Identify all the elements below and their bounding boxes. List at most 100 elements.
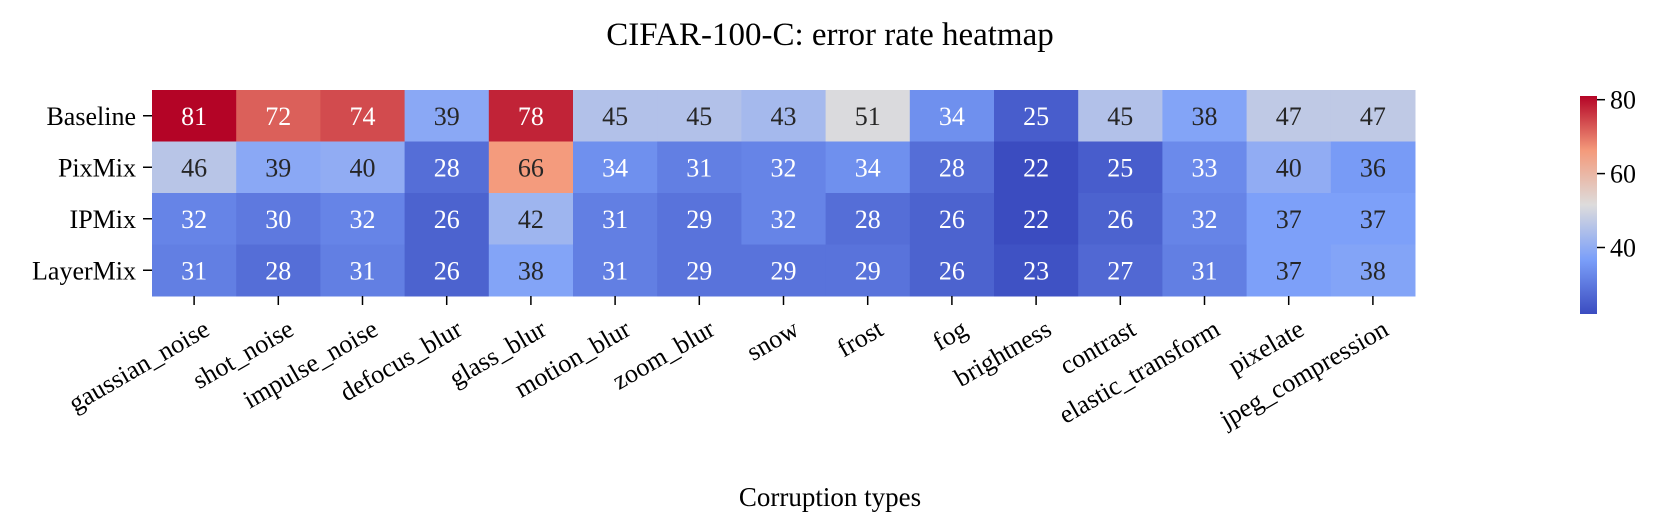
- cell-value-label: 72: [265, 102, 291, 131]
- cell-value-label: 25: [1023, 102, 1049, 131]
- cell-value-label: 31: [602, 256, 628, 285]
- cell-value-label: 28: [434, 153, 460, 182]
- cell-value-label: 31: [181, 256, 207, 285]
- heatmap-cell: [573, 141, 658, 194]
- colorbar-ticks: 40 60 80: [1597, 86, 1636, 262]
- cell-value-label: 31: [686, 153, 712, 182]
- heatmap-cell: [1246, 90, 1332, 142]
- x-tick-label: snow: [742, 314, 804, 367]
- heatmap-cell: [1078, 193, 1163, 245]
- heatmap-cell: [1078, 244, 1163, 297]
- cell-value-label: 34: [855, 153, 881, 182]
- cell-value-label: 66: [518, 153, 544, 182]
- heatmap-cell: [152, 90, 237, 142]
- x-tick-label: brightness: [949, 314, 1056, 393]
- cell-value-label: 30: [265, 205, 291, 234]
- cell-value-label: 32: [350, 205, 376, 234]
- cell-value-label: 31: [350, 256, 376, 285]
- cell-value-label: 32: [771, 153, 797, 182]
- heatmap-cell: [488, 90, 574, 142]
- cell-value-label: 29: [771, 256, 797, 285]
- heatmap-cell: [236, 90, 321, 142]
- heatmap-cell: [657, 90, 742, 142]
- heatmap-cell: [994, 90, 1079, 142]
- heatmap-cell: [320, 244, 406, 297]
- cell-value-label: 36: [1360, 153, 1386, 182]
- cell-value-label: 22: [1023, 205, 1049, 234]
- cell-value-label: 26: [434, 256, 460, 285]
- cell-value-label: 34: [939, 102, 965, 131]
- x-tick-label: fog: [928, 314, 973, 356]
- cell-value-label: 29: [855, 256, 881, 285]
- cell-value-label: 38: [1192, 102, 1218, 131]
- heatmap-cell: [236, 141, 321, 194]
- heatmap-cell: [1246, 193, 1332, 245]
- heatmap-cell: [320, 193, 406, 245]
- cell-value-label: 45: [686, 102, 712, 131]
- cell-value-label: 40: [1276, 153, 1302, 182]
- heatmap-cell: [236, 193, 321, 245]
- heatmap-cell: [152, 141, 237, 194]
- cell-value-label: 31: [602, 205, 628, 234]
- heatmap-cell: [741, 193, 827, 245]
- cell-value-label: 31: [1192, 256, 1218, 285]
- heatmap-cell: [1162, 141, 1248, 194]
- cell-value-label: 25: [1107, 153, 1133, 182]
- heatmap-cell: [1330, 141, 1416, 194]
- heatmap-cell: [1330, 193, 1416, 245]
- heatmap-cell: [657, 141, 742, 194]
- heatmap-cell: [1246, 141, 1332, 194]
- heatmap-cell: [1078, 141, 1163, 194]
- heatmap-cell: [741, 141, 827, 194]
- heatmap-cell: [488, 193, 574, 245]
- heatmap-cell: [994, 244, 1079, 297]
- cell-value-label: 42: [518, 205, 544, 234]
- heatmap-cell: [825, 193, 911, 245]
- cell-value-label: 26: [939, 205, 965, 234]
- colorbar-tick-label: 40: [1610, 233, 1636, 262]
- x-tick-label: gaussian_noise: [63, 314, 214, 418]
- heatmap-cell: [1162, 193, 1248, 245]
- cell-value-label: 26: [939, 256, 965, 285]
- row-labels: Baseline PixMix IPMix LayerMix: [32, 102, 152, 285]
- cell-value-label: 38: [1360, 256, 1386, 285]
- cell-value-label: 37: [1360, 205, 1386, 234]
- cell-value-label: 45: [602, 102, 628, 131]
- cell-value-label: 33: [1192, 153, 1218, 182]
- colorbar: [1580, 96, 1597, 314]
- heatmap-cell: [1246, 244, 1332, 297]
- cell-value-label: 47: [1360, 102, 1386, 131]
- heatmap-cell: [1078, 90, 1163, 142]
- cell-value-label: 28: [855, 205, 881, 234]
- heatmap-cell: [404, 193, 490, 245]
- heatmap-cell: [488, 141, 574, 194]
- cell-value-label: 74: [350, 102, 376, 131]
- heatmap-cell: [1162, 244, 1248, 297]
- heatmap-cell: [825, 141, 911, 194]
- colorbar-tick-label: 60: [1610, 160, 1636, 189]
- cell-value-label: 28: [939, 153, 965, 182]
- heatmap-cell: [909, 244, 995, 297]
- cell-value-label: 27: [1107, 256, 1133, 285]
- heatmap-cell: [404, 141, 490, 194]
- cell-value-label: 37: [1276, 256, 1302, 285]
- cell-value-label: 51: [855, 102, 881, 131]
- cell-value-label: 32: [181, 205, 207, 234]
- heatmap-cell: [320, 90, 406, 142]
- cell-value-label: 39: [434, 102, 460, 131]
- cell-value-label: 45: [1107, 102, 1133, 131]
- colorbar-tick-label: 80: [1610, 86, 1636, 115]
- heatmap-cell: [909, 141, 995, 194]
- heatmap-cell: [573, 193, 658, 245]
- chart-title: CIFAR-100-C: error rate heatmap: [606, 17, 1054, 53]
- cell-value-label: 32: [1192, 205, 1218, 234]
- cell-value-label: 26: [1107, 205, 1133, 234]
- heatmap-cell: [1162, 90, 1248, 142]
- cell-value-label: 26: [434, 205, 460, 234]
- cell-value-label: 39: [265, 153, 291, 182]
- heatmap-cells: 81 72 74 39 78 45 45 43 51 34 25 45 38 47 47 46 39 40 28 66…: [152, 90, 1416, 297]
- heatmap-cell: [236, 244, 321, 297]
- heatmap-cell: [488, 244, 574, 297]
- heatmap-cell: [1330, 90, 1416, 142]
